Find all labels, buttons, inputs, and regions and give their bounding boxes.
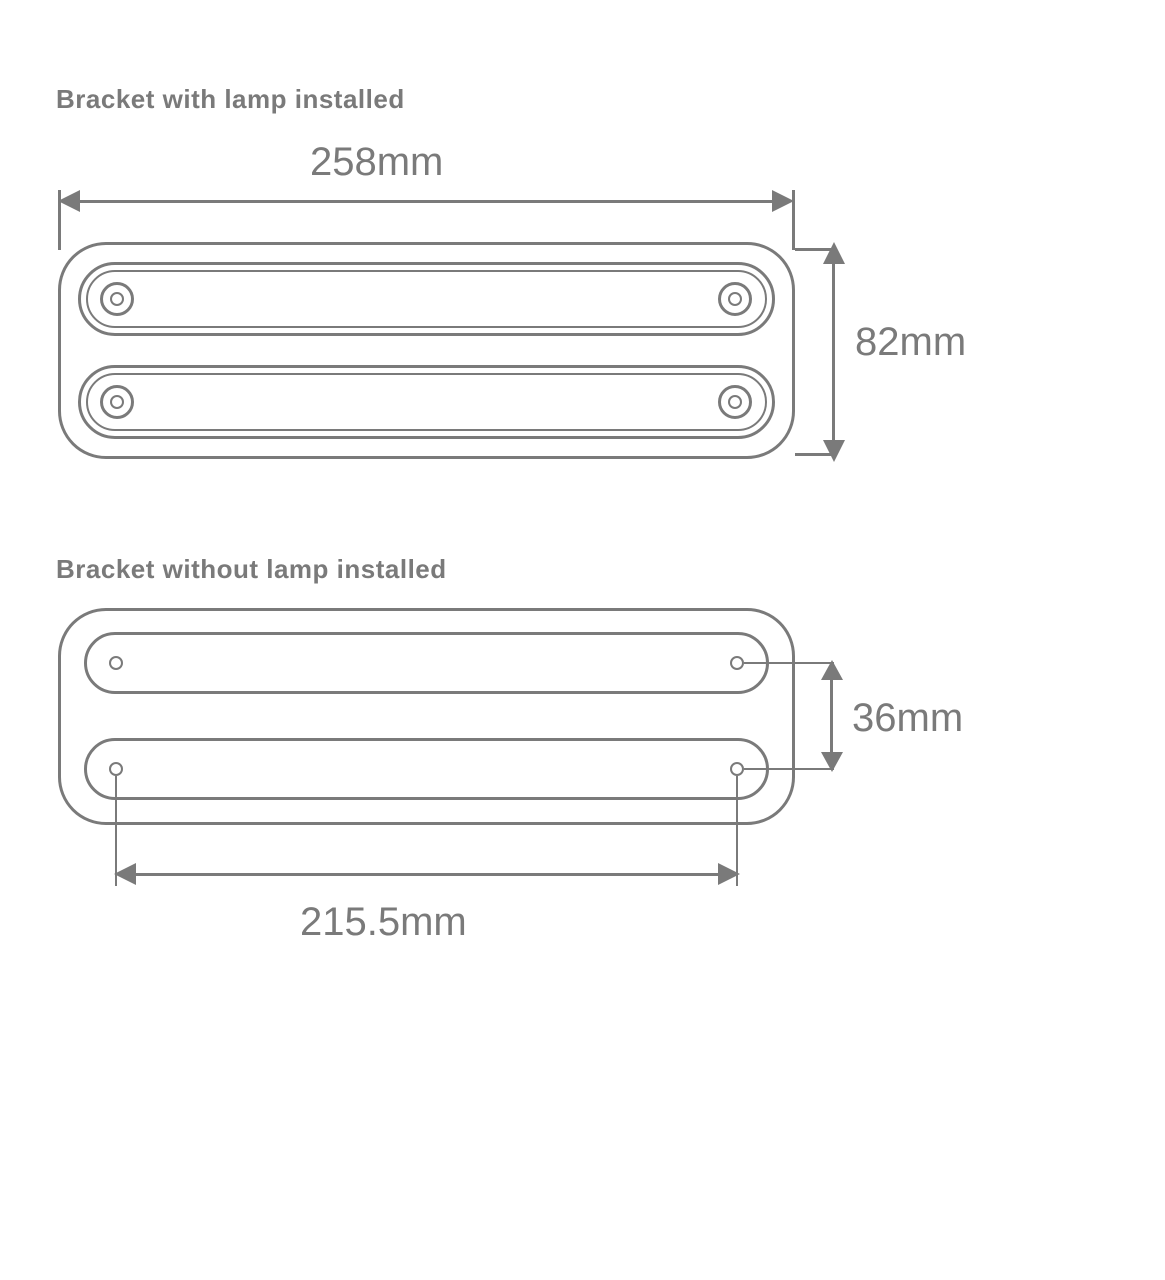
figure1-title: Bracket with lamp installed	[56, 84, 405, 115]
diagram-canvas: Bracket with lamp installed 258mm	[0, 0, 1165, 1280]
screw-icon	[718, 282, 752, 316]
hole-icon	[730, 762, 744, 776]
hole-icon	[730, 656, 744, 670]
figure2-slot2	[84, 738, 769, 800]
hole-icon	[109, 762, 123, 776]
figure2-pitch-label: 215.5mm	[300, 900, 467, 945]
figure1-width-label: 258mm	[310, 140, 443, 185]
screw-icon	[718, 385, 752, 419]
figure2-spacing-label: 36mm	[852, 696, 963, 741]
figure2-slot1	[84, 632, 769, 694]
hole-icon	[109, 656, 123, 670]
figure1-slot2-inner	[86, 373, 767, 431]
figure1-height-label: 82mm	[855, 320, 966, 365]
screw-icon	[100, 282, 134, 316]
figure2-title: Bracket without lamp installed	[56, 554, 447, 585]
figure1-slot1-inner	[86, 270, 767, 328]
screw-icon	[100, 385, 134, 419]
